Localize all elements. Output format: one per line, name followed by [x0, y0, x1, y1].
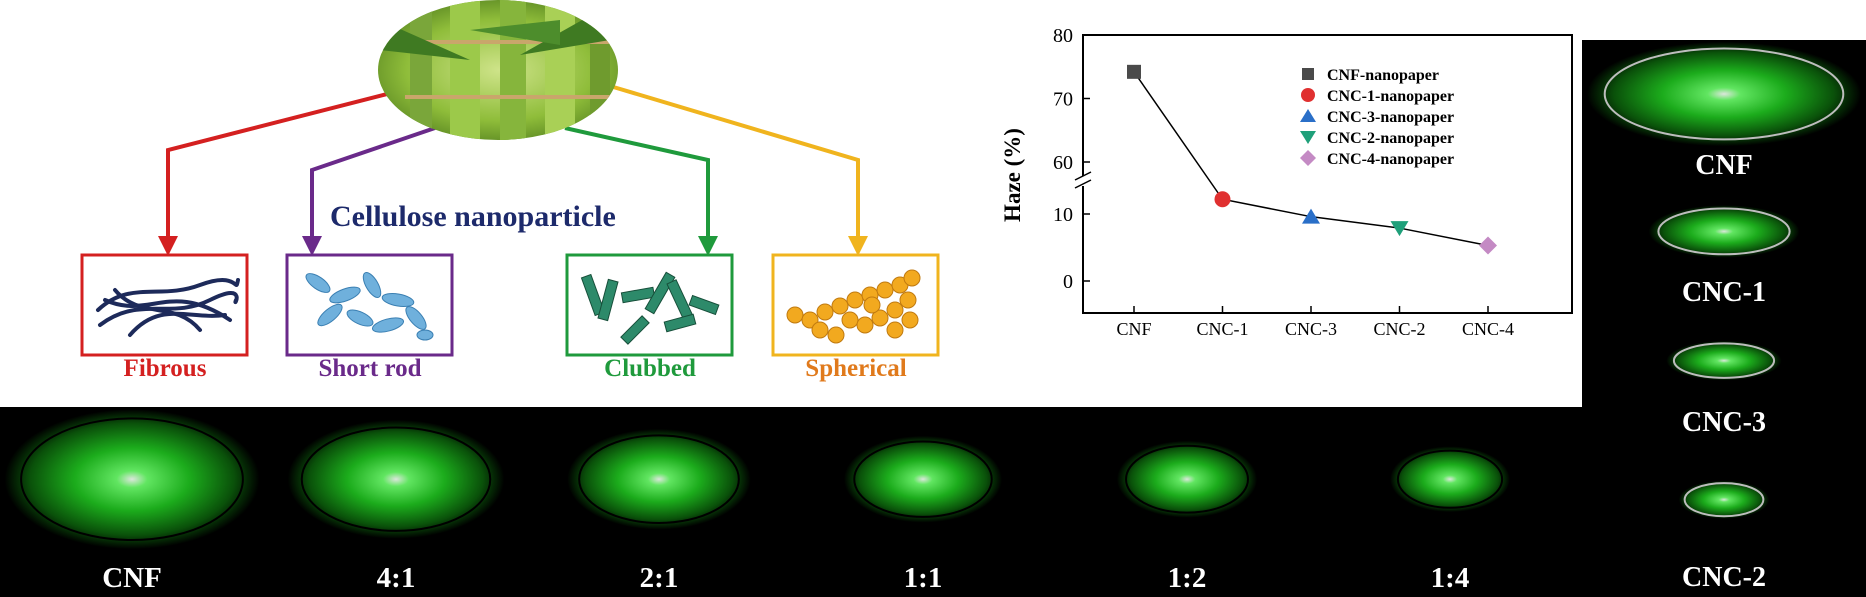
scatter-col-1: CNC-1 — [1582, 182, 1866, 312]
scatter-pattern — [1666, 340, 1782, 381]
scatter-pattern — [1648, 205, 1800, 258]
label-short-rod: Short rod — [318, 355, 422, 382]
scatter-pattern — [843, 435, 1003, 523]
scatter-label: 2:1 — [639, 562, 679, 594]
legend-marker — [1300, 109, 1316, 122]
scattering-strip: CNF 4:1 2:1 — [0, 407, 1582, 597]
x-tick-label: CNC-3 — [1285, 319, 1337, 339]
short-rod-icon — [305, 272, 434, 341]
scatter-cell-1: 4:1 — [264, 407, 528, 597]
data-point-cnc-4 — [1479, 236, 1497, 255]
legend-marker — [1301, 88, 1315, 102]
scatter-label: CNF — [1695, 150, 1753, 181]
axis-break-mark — [1074, 179, 1092, 189]
clubbed-icon — [580, 271, 720, 345]
scatter-pattern — [1116, 440, 1258, 518]
legend-marker — [1300, 131, 1316, 144]
cellulose-diagram: Cellulose nanoparticle Fibrous Short rod… — [0, 0, 960, 407]
legend-label: CNC-2-nanopaper — [1327, 130, 1454, 147]
scatter-label: 1:4 — [1430, 562, 1470, 594]
legend-label: CNF-nanopaper — [1327, 67, 1439, 84]
scattering-column: CNF CNC-1 CNC-3 — [1582, 40, 1866, 597]
data-point-cnc-2 — [1390, 221, 1409, 237]
fibrous-icon — [96, 278, 240, 337]
legend-label: CNC-3-nanopaper — [1327, 109, 1454, 126]
y-tick-label: 60 — [1053, 152, 1073, 174]
scatter-col-0: CNF — [1582, 40, 1866, 182]
x-tick-label: CNF — [1116, 319, 1151, 339]
scatter-pattern — [1678, 480, 1770, 519]
x-tick-label: CNC-4 — [1462, 319, 1514, 339]
scatter-label: CNC-1 — [1682, 277, 1766, 308]
scatter-pattern — [287, 419, 505, 539]
scatter-pattern — [4, 409, 260, 550]
y-tick-label: 70 — [1053, 89, 1073, 111]
cellulose-nanoparticle-label: Cellulose nanoparticle — [330, 200, 616, 233]
data-point-cnc-1 — [1214, 191, 1231, 208]
x-tick-label: CNC-2 — [1373, 319, 1425, 339]
scatter-cell-3: 1:1 — [791, 407, 1055, 597]
y-tick-label: 80 — [1053, 25, 1073, 47]
plot-frame — [1082, 34, 1573, 314]
arrow-short-rod — [302, 126, 436, 256]
box-fibrous — [80, 253, 249, 357]
scatter-label: CNF — [102, 562, 162, 594]
label-spherical: Spherical — [805, 355, 907, 382]
scatter-label: 4:1 — [376, 562, 416, 594]
scatter-pattern — [1586, 41, 1862, 147]
x-tick-label: CNC-1 — [1196, 319, 1248, 339]
arrow-spherical — [609, 84, 868, 256]
scatter-cell-5: 1:4 — [1318, 407, 1582, 597]
data-point-cnf — [1127, 64, 1141, 79]
scatter-cell-0: CNF — [0, 407, 264, 597]
y-tick-label: 10 — [1053, 204, 1073, 226]
arrow-fibrous — [158, 90, 396, 256]
arrow-clubbed — [564, 126, 718, 256]
scatter-label: 1:2 — [1167, 562, 1207, 594]
spherical-icon — [786, 269, 921, 344]
bamboo-image — [378, 0, 618, 140]
y-axis-label: Haze (%) — [1000, 128, 1025, 222]
legend-label: CNC-4-nanopaper — [1327, 151, 1454, 168]
legend-label: CNC-1-nanopaper — [1327, 88, 1454, 105]
scatter-label: CNC-3 — [1682, 407, 1766, 438]
y-tick-label: 0 — [1063, 271, 1073, 293]
haze-chart: 60 70 80 0 10 CNF CNC-1 CNC-3 CNC-2 CNC-4 Haze (%)… — [980, 0, 1582, 407]
axis-break-gap — [1077, 176, 1089, 186]
legend-marker — [1302, 68, 1314, 80]
label-fibrous: Fibrous — [123, 355, 207, 382]
scatter-label: 1:1 — [903, 562, 943, 594]
scatter-cell-2: 2:1 — [527, 407, 791, 597]
data-point-cnc-3 — [1302, 208, 1320, 224]
diagram-canvas — [80, 0, 940, 357]
legend-marker — [1300, 150, 1316, 166]
scatter-pattern — [1390, 446, 1510, 513]
scatter-col-2: CNC-3 — [1582, 312, 1866, 440]
scatter-col-3: CNC-2 — [1582, 440, 1866, 597]
axis-break-mark — [1074, 171, 1092, 181]
scatter-pattern — [567, 428, 751, 530]
haze-chart-svg: 60 70 80 0 10 CNF CNC-1 CNC-3 CNC-2 CNC-4 Haze (%)… — [1000, 25, 1573, 339]
scatter-cell-4: 1:2 — [1055, 407, 1319, 597]
scatter-label: CNC-2 — [1682, 562, 1766, 593]
label-clubbed: Clubbed — [604, 355, 696, 382]
